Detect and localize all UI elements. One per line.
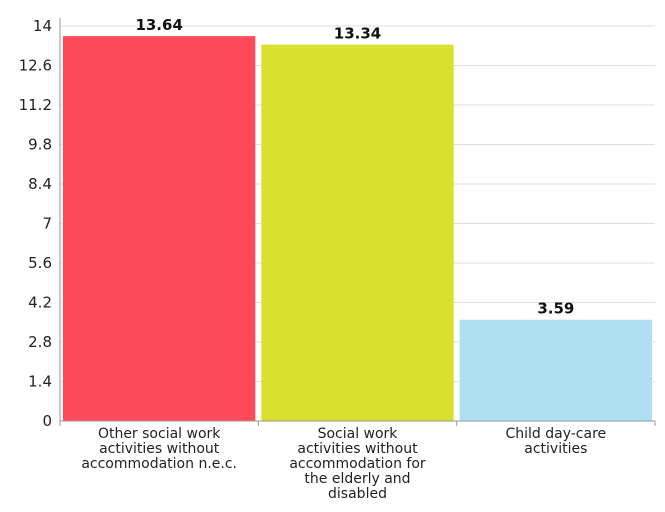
x-tick-label: Social work activities without accommodati… [289, 426, 426, 502]
x-axis: Other social work activities without accom… [59, 420, 656, 502]
x-tick-label-line: the elderly and [304, 471, 410, 487]
x-tick-label-line: accommodation for [289, 456, 426, 472]
y-tick-label: 9.8 [28, 136, 52, 154]
x-tick-label-line: disabled [328, 486, 387, 502]
bar [63, 36, 256, 422]
y-tick-label: 0 [42, 412, 52, 430]
bars: 13.64 13.34 3.59 [63, 16, 652, 422]
y-axis: 0 1.4 2.8 4.2 5.6 7 8.4 9.8 11.2 12.6 14 [19, 17, 61, 430]
y-tick-label: 12.6 [19, 57, 52, 75]
y-tick-label: 11.2 [19, 96, 52, 114]
x-tick-label-line: Social work [318, 426, 399, 442]
x-tick-label-line: Child day-care [505, 426, 606, 442]
x-tick-label-line: activities without [99, 441, 220, 457]
data-label: 13.64 [135, 16, 182, 34]
data-label: 13.34 [334, 25, 381, 43]
y-tick-label: 8.4 [28, 175, 52, 193]
x-tick-label: Child day-care activities [505, 426, 606, 457]
x-tick-label: Other social work activities without accom… [81, 426, 237, 472]
x-tick-label-line: activities [524, 441, 587, 457]
data-label: 3.59 [537, 300, 574, 318]
x-tick-label-line: accommodation n.e.c. [81, 456, 237, 472]
y-tick-label: 2.8 [28, 333, 52, 351]
y-tick-label: 4.2 [28, 294, 52, 312]
y-tick-label: 1.4 [28, 373, 52, 391]
bar [261, 44, 454, 421]
y-tick-label: 14 [33, 17, 52, 35]
y-tick-label: 7 [42, 215, 52, 233]
x-tick-label-line: Other social work [98, 426, 221, 442]
y-tick-label: 5.6 [28, 254, 52, 272]
bar [459, 319, 652, 421]
x-tick-label-line: activities without [297, 441, 418, 457]
